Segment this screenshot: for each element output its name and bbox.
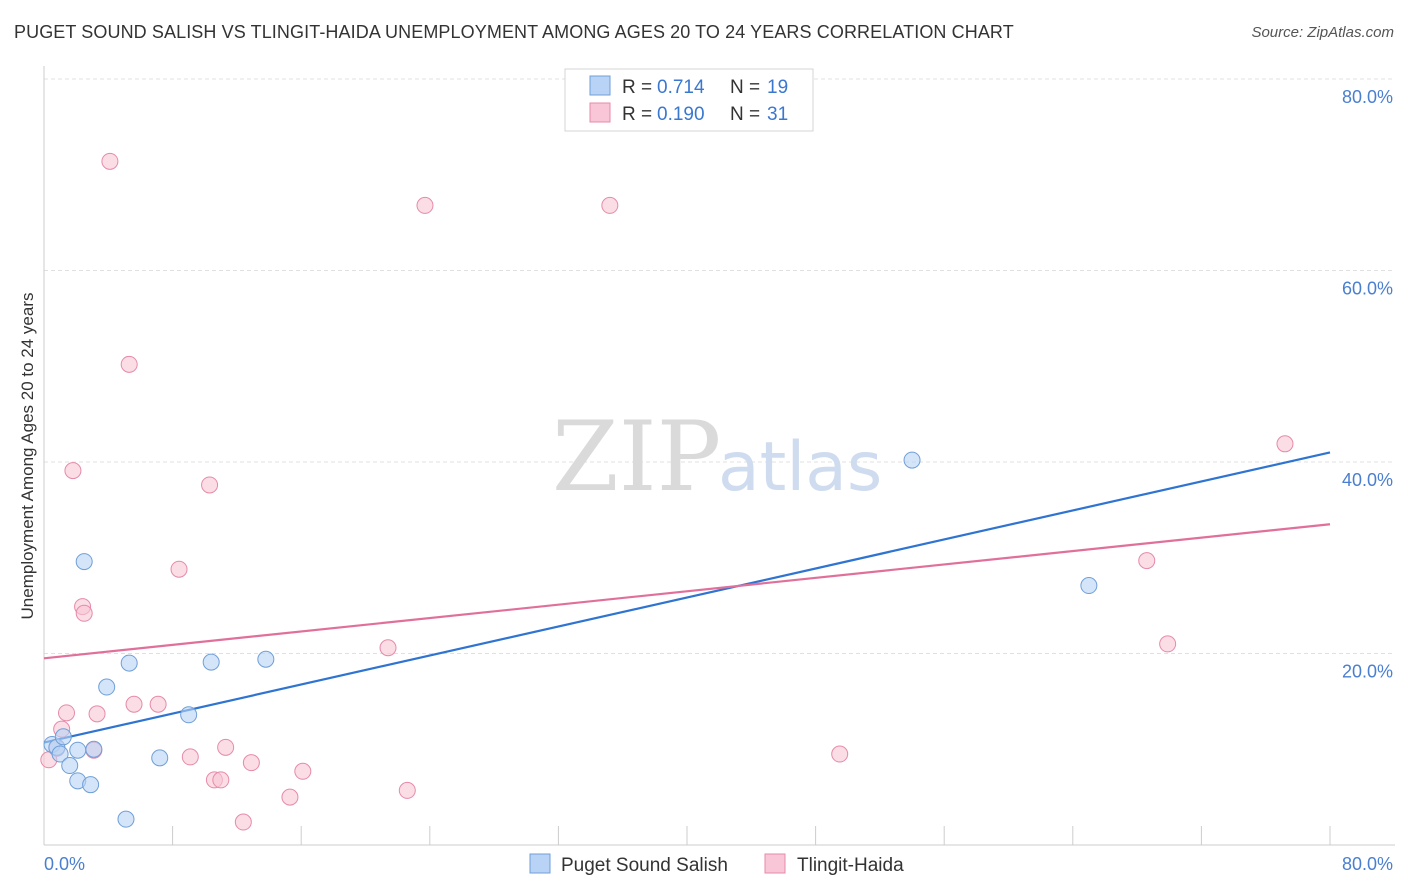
source-credit: Source: ZipAtlas.com — [1251, 24, 1394, 41]
puget-sound-salish-point — [180, 706, 198, 724]
legend-r-label-blue: R = — [622, 77, 652, 98]
tlingit-haida-point — [201, 476, 219, 494]
tlingit-haida-point — [120, 355, 138, 373]
tlingit-haida-point — [416, 196, 434, 214]
tlingit-haida-point — [75, 604, 93, 622]
puget-sound-salish-point — [117, 810, 135, 828]
trend-layer — [43, 451, 1331, 744]
puget-sound-salish-point — [98, 678, 116, 696]
tlingit-haida-point — [88, 705, 106, 723]
points-layer — [40, 152, 1294, 831]
y-tick-label: 20.0% — [1342, 662, 1393, 682]
bottom-legend-swatch-pink — [764, 853, 786, 874]
legend-n-value-pink: 31 — [767, 104, 788, 125]
axes-layer — [43, 66, 1395, 846]
tlingit-haida-point — [294, 762, 312, 780]
legend-swatch-blue — [589, 75, 611, 96]
tlingit-haida-point — [601, 196, 619, 214]
puget-sound-salish-point — [151, 749, 169, 767]
legend-swatch-pink — [589, 102, 611, 123]
puget-sound-salish-trend-line — [43, 451, 1331, 744]
puget-sound-salish-point — [120, 654, 138, 672]
bottom-legend-label-blue: Puget Sound Salish — [561, 855, 728, 876]
puget-sound-salish-point — [257, 650, 275, 668]
bottom-legend-swatch-blue — [529, 853, 551, 874]
puget-sound-salish-point — [51, 745, 69, 763]
puget-sound-salish-point — [75, 553, 93, 571]
x-tick-label: 80.0% — [1342, 854, 1393, 874]
watermark: ZIP atlas — [552, 401, 882, 513]
series-legend: Puget Sound Salish Tlingit-Haida — [529, 853, 904, 876]
legend-n-label-pink: N = — [730, 104, 760, 125]
legend-r-value-pink: 0.190 — [657, 104, 705, 125]
tlingit-haida-point — [398, 781, 416, 799]
tlingit-haida-point — [1159, 635, 1177, 653]
watermark-zip: ZIP — [552, 401, 721, 513]
tlingit-haida-point — [234, 813, 252, 831]
tlingit-haida-point — [831, 745, 849, 763]
tlingit-haida-point — [379, 639, 397, 657]
legend-n-value-blue: 19 — [767, 77, 788, 98]
tlingit-haida-point — [125, 695, 143, 713]
legend-r-value-blue: 0.714 — [657, 77, 705, 98]
legend-n-label-blue: N = — [730, 77, 760, 98]
tlingit-haida-point — [1138, 552, 1156, 570]
tlingit-haida-point — [58, 704, 76, 722]
legend-r-label-pink: R = — [622, 104, 652, 125]
tlingit-haida-point — [212, 771, 230, 789]
tlingit-haida-point — [281, 788, 299, 806]
puget-sound-salish-point — [85, 740, 103, 758]
stats-legend: R = 0.714 N = 19 R = 0.190 N = 31 — [564, 68, 814, 132]
x-tick-label: 0.0% — [44, 854, 85, 874]
tlingit-haida-point — [170, 560, 188, 578]
chart-title: PUGET SOUND SALISH VS TLINGIT-HAIDA UNEM… — [14, 22, 1014, 42]
puget-sound-salish-point — [82, 776, 100, 794]
y-tick-label: 80.0% — [1342, 87, 1393, 107]
puget-sound-salish-point — [202, 653, 220, 671]
puget-sound-salish-point — [54, 728, 72, 746]
tlingit-haida-point — [181, 748, 199, 766]
tlingit-haida-point — [217, 738, 235, 756]
puget-sound-salish-point — [903, 451, 921, 469]
puget-sound-salish-point — [1080, 577, 1098, 595]
y-tick-label: 40.0% — [1342, 470, 1393, 490]
tick-labels: 20.0% 40.0% 60.0% 80.0% 0.0% 80.0% — [44, 87, 1393, 874]
tlingit-haida-point — [1276, 435, 1294, 453]
bottom-legend-label-pink: Tlingit-Haida — [797, 855, 904, 876]
y-axis-label: Unemployment Among Ages 20 to 24 years — [18, 293, 37, 620]
tlingit-haida-point — [101, 152, 119, 170]
watermark-atlas: atlas — [718, 428, 882, 507]
tlingit-haida-point — [242, 754, 260, 772]
puget-sound-salish-point — [61, 757, 79, 775]
tlingit-haida-point — [149, 695, 167, 713]
tlingit-haida-point — [64, 462, 82, 480]
puget-sound-salish-point — [69, 741, 87, 759]
y-tick-label: 60.0% — [1342, 279, 1393, 299]
tlingit-haida-trend-line — [43, 523, 1331, 660]
grid-layer — [44, 78, 1395, 654]
